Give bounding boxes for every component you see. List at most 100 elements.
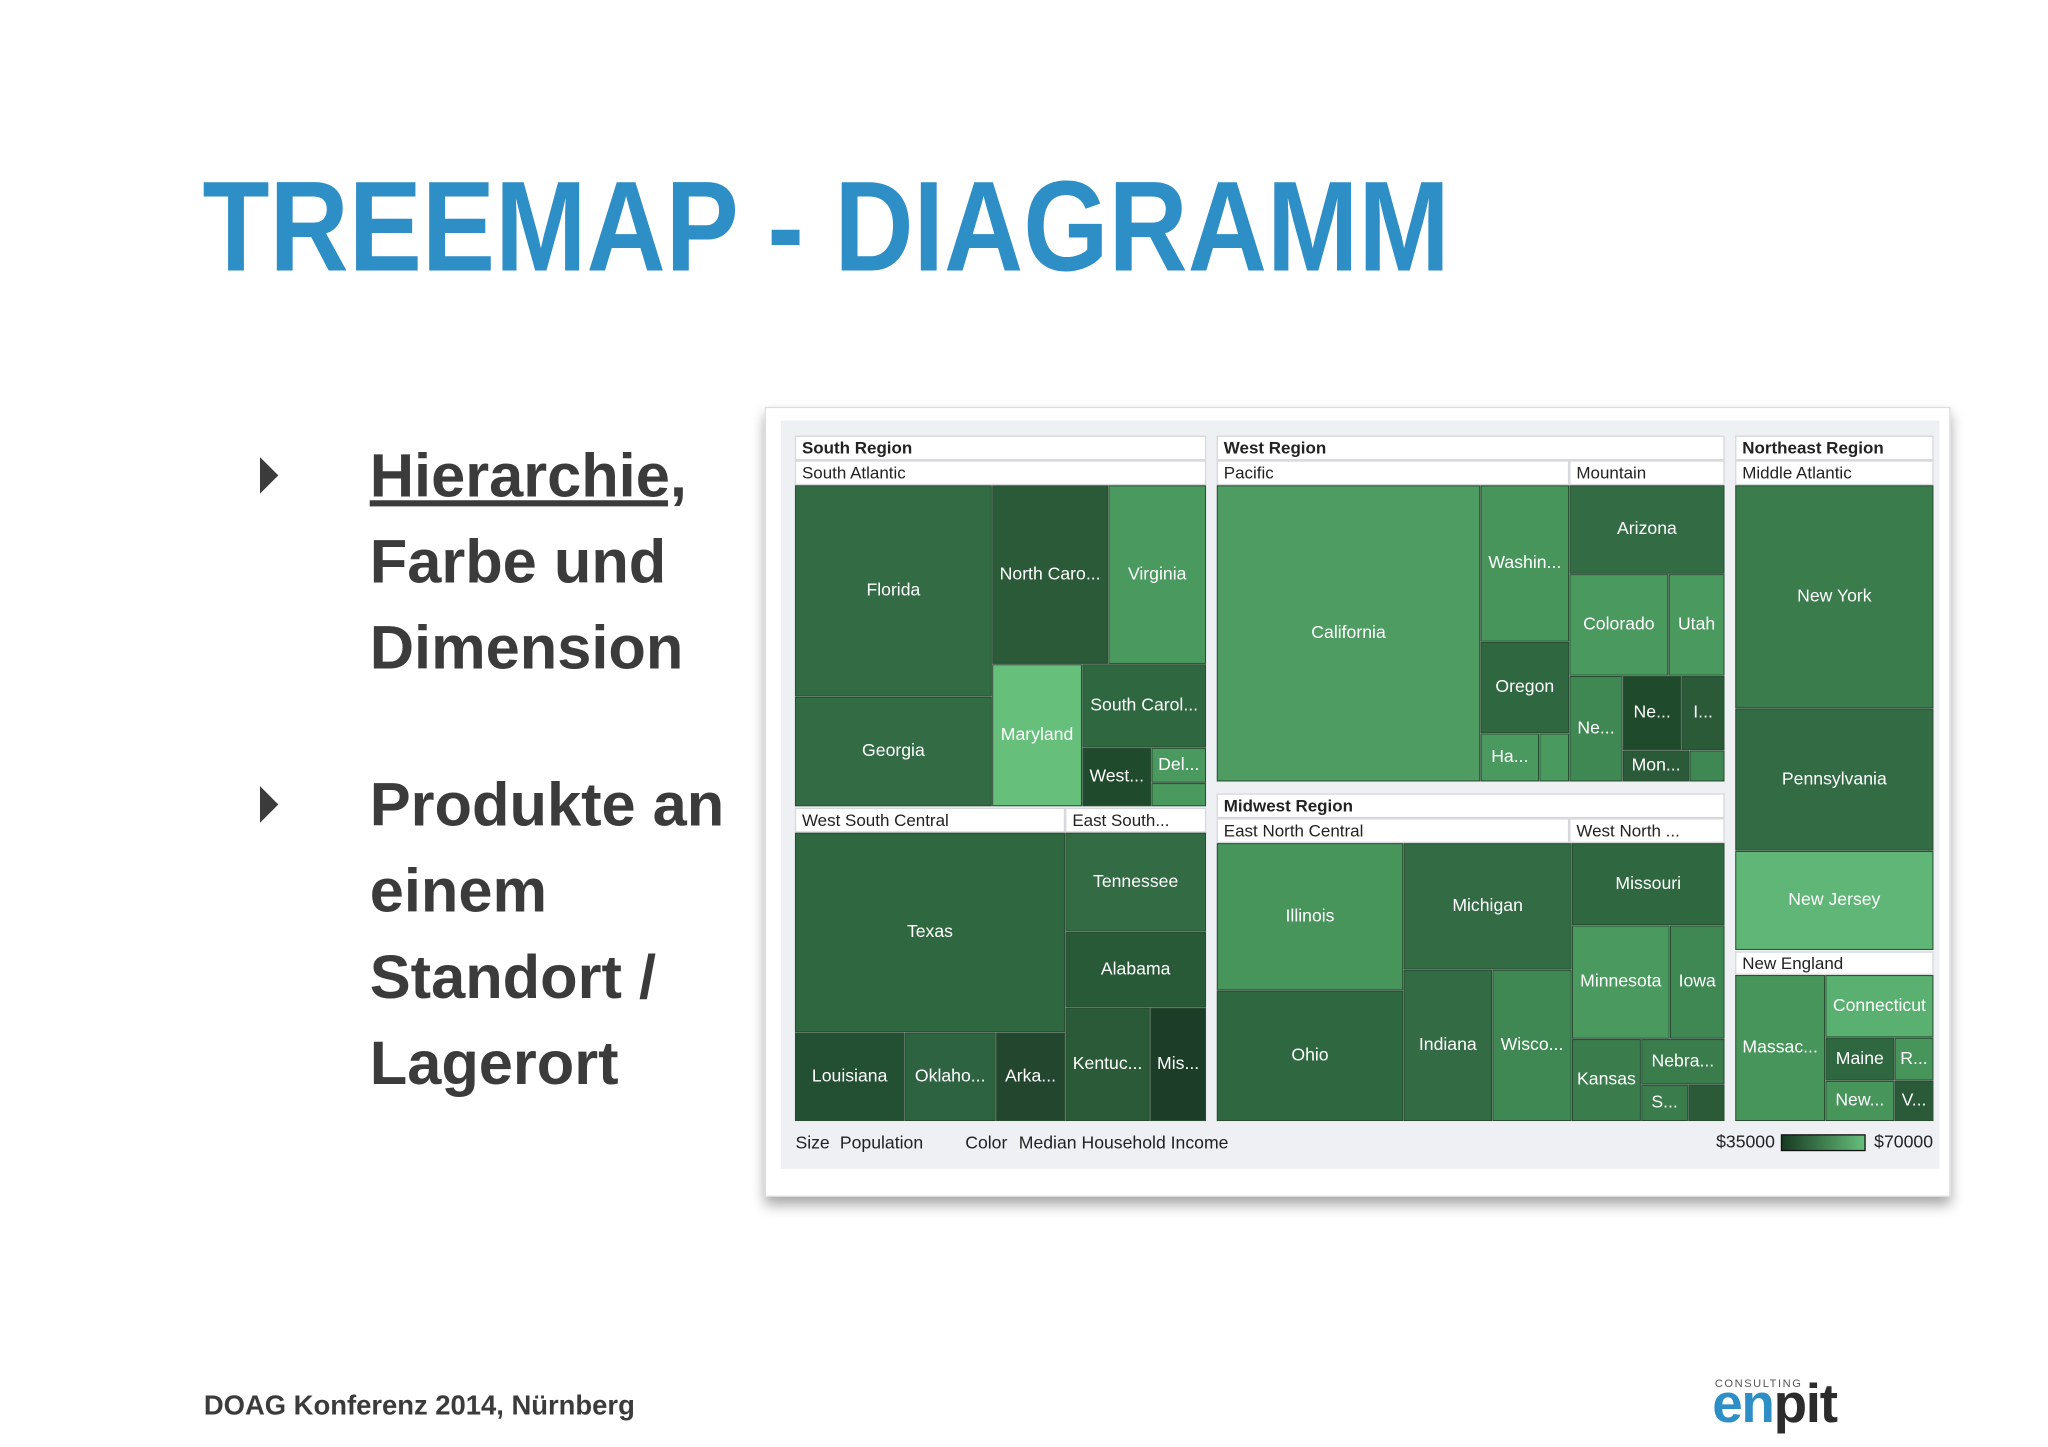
treemap-cell xyxy=(1735,850,1934,950)
treemap-cell xyxy=(1668,574,1725,676)
cell-label: Connecticut xyxy=(1833,995,1926,1015)
cell-label: I... xyxy=(1693,702,1713,722)
group-header xyxy=(1569,460,1725,486)
treemap-cell xyxy=(1894,1037,1934,1081)
group-header xyxy=(1216,435,1725,461)
group-header xyxy=(794,460,1207,486)
cell-label: South Carol... xyxy=(1090,695,1198,715)
cell-label: Illinois xyxy=(1286,905,1335,925)
cell-label: Virginia xyxy=(1128,563,1187,583)
group-header-label: East North Central xyxy=(1224,821,1364,840)
cell-label: Oregon xyxy=(1495,676,1554,696)
cell-label: Utah xyxy=(1678,614,1715,634)
slide-title: TREEMAP - DIAGRAMM xyxy=(203,155,1450,298)
treemap-cell xyxy=(1151,747,1207,783)
cell-label: Del... xyxy=(1158,754,1199,774)
group-header xyxy=(1216,460,1570,486)
treemap-cell xyxy=(1735,708,1934,851)
cell-label: Kansas xyxy=(1577,1069,1636,1089)
bullet-line: Dimension xyxy=(370,614,684,683)
cell-label: New... xyxy=(1835,1090,1884,1110)
group-header-label: Middle Atlantic xyxy=(1742,464,1852,483)
cell-label: Florida xyxy=(866,580,920,600)
group-header xyxy=(1735,435,1934,461)
cell-label: Kentuc... xyxy=(1073,1053,1143,1073)
treemap-cell xyxy=(1571,925,1670,1039)
treemap-cell xyxy=(1492,969,1572,1122)
footer: DOAG Konferenz 2014, Nürnberg xyxy=(204,1389,635,1420)
treemap-cell xyxy=(1571,1039,1641,1122)
treemap-cell xyxy=(1065,931,1207,1008)
bullet-line: einem xyxy=(370,857,547,926)
cell-label: Tennessee xyxy=(1093,871,1178,891)
treemap-cell xyxy=(1082,664,1207,748)
treemap-cell xyxy=(1622,675,1682,751)
treemap-cell xyxy=(1825,975,1934,1038)
cell-label: Pennsylvania xyxy=(1782,768,1887,788)
color-legend xyxy=(1780,1134,1866,1152)
treemap: South Region South Atlantic West Region Pac… xyxy=(794,435,1934,1122)
bullet-line: Hierarchie, xyxy=(370,441,687,510)
group-header xyxy=(794,807,1066,833)
cell-label: Colorado xyxy=(1583,614,1655,634)
treemap-cell xyxy=(1689,750,1725,782)
bullet-line: Lagerort xyxy=(370,1029,619,1098)
treemap-cell xyxy=(996,1032,1066,1122)
treemap-cell xyxy=(1571,843,1725,926)
group-header xyxy=(1216,818,1570,843)
cell-label: Missouri xyxy=(1615,873,1681,893)
treemap-cell xyxy=(1150,1007,1207,1122)
bullet-line: Farbe und xyxy=(370,527,667,596)
group-header-label: Midwest Region xyxy=(1224,797,1353,816)
cell-label: Ohio xyxy=(1291,1045,1328,1065)
cell-label: West... xyxy=(1089,766,1144,786)
cell-label: Arizona xyxy=(1617,518,1677,538)
group-header xyxy=(1735,460,1934,486)
legend-min: $35000 xyxy=(1716,1131,1775,1151)
logo: enpit xyxy=(1712,1372,1838,1434)
logo-suffix: pit xyxy=(1774,1372,1838,1434)
cell-label: Maryland xyxy=(1001,724,1073,744)
cell-label: Alabama xyxy=(1101,958,1171,978)
color-label: Color xyxy=(965,1133,1007,1153)
treemap-cell xyxy=(1681,675,1725,751)
treemap-cell xyxy=(1065,1007,1150,1122)
cell-label: Mis... xyxy=(1157,1053,1199,1073)
treemap-cell xyxy=(1569,675,1623,782)
group-header-label: East South... xyxy=(1072,811,1169,830)
legend-max: $70000 xyxy=(1874,1131,1933,1151)
group-header xyxy=(794,435,1207,461)
treemap-cell xyxy=(1151,783,1207,807)
treemap-cell xyxy=(1569,485,1725,574)
treemap-cell xyxy=(1216,990,1404,1122)
cell-label: Arka... xyxy=(1005,1065,1056,1085)
bullet-arrow xyxy=(260,457,279,494)
group-header-label: West Region xyxy=(1224,439,1326,458)
cell-label: Ha... xyxy=(1491,746,1528,766)
cell-label: R... xyxy=(1900,1048,1927,1068)
cell-label: Maine xyxy=(1836,1048,1884,1068)
logo-prefix: en xyxy=(1712,1372,1773,1434)
cell-label: New York xyxy=(1797,585,1872,605)
treemap-cell xyxy=(992,664,1082,807)
group-header-label: West North ... xyxy=(1576,821,1679,840)
size-label: Size xyxy=(795,1133,829,1153)
treemap-cell xyxy=(1735,975,1826,1122)
cell-label: Oklaho... xyxy=(915,1065,986,1085)
treemap-cell xyxy=(1216,843,1404,991)
treemap-cell xyxy=(1825,1080,1895,1122)
treemap-cell xyxy=(1688,1084,1725,1122)
cell-label: Indiana xyxy=(1419,1034,1477,1054)
treemap-cell xyxy=(1480,733,1540,782)
treemap-cell xyxy=(794,696,992,807)
cell-label: Washin... xyxy=(1488,552,1561,572)
treemap-cell xyxy=(1669,925,1725,1039)
treemap-cell xyxy=(1403,843,1572,970)
group-header xyxy=(1065,807,1207,833)
cell-label: North Caro... xyxy=(1000,563,1101,583)
cell-label: S... xyxy=(1651,1092,1677,1112)
size-value: Population xyxy=(840,1133,923,1153)
treemap-cell xyxy=(1539,733,1570,782)
cell-label: Minnesota xyxy=(1580,971,1662,991)
